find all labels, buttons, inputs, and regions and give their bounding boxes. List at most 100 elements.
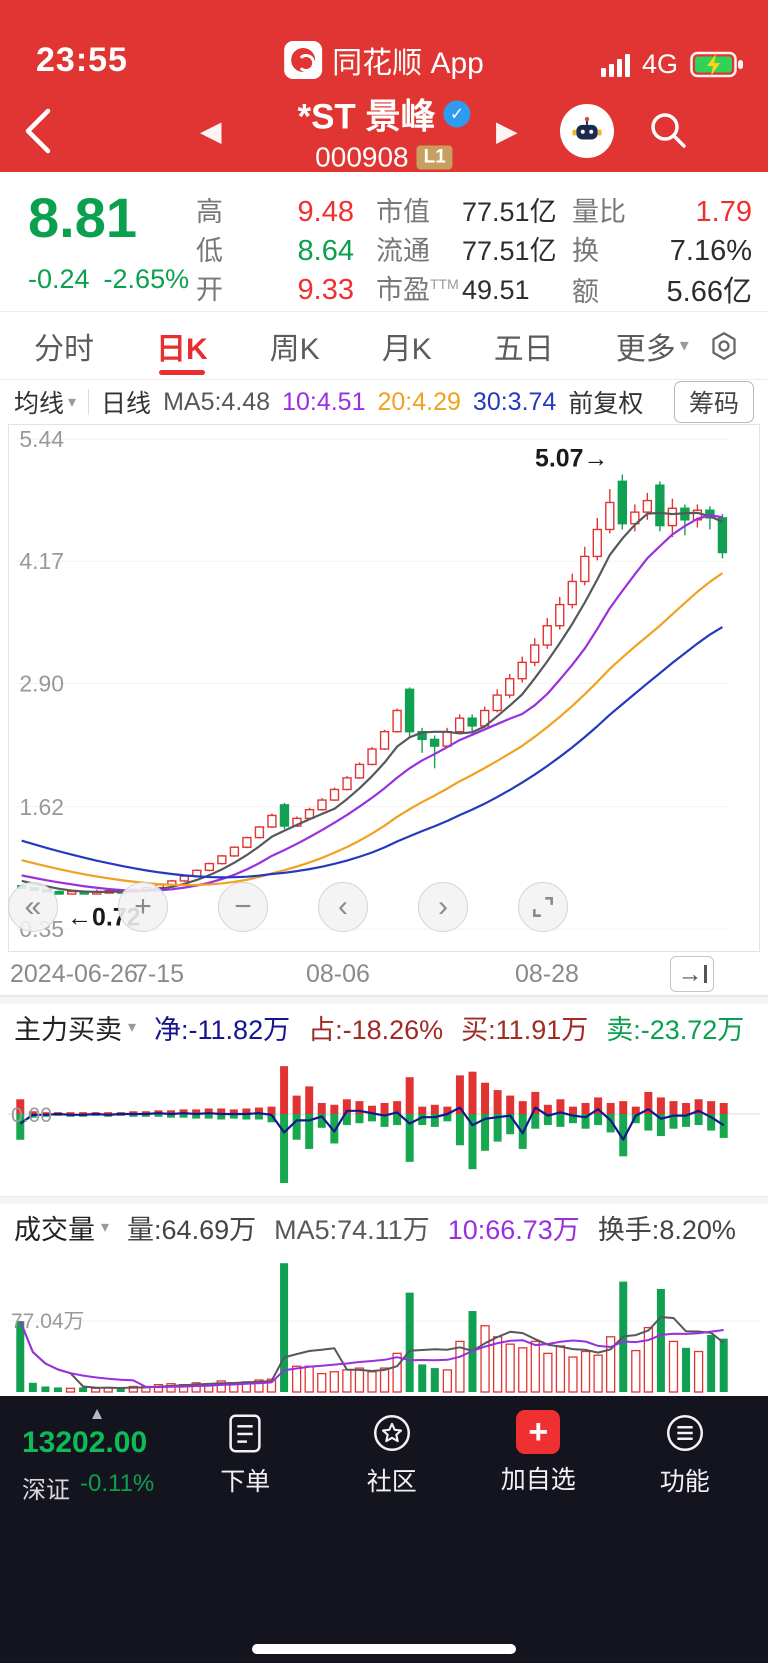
kline-chart-area[interactable]: 5.444.172.901.620.355.07→←0.72 « + − ‹ › [0, 424, 768, 952]
open-label: 开 [196, 275, 223, 305]
volratio-value: 1.79 [695, 196, 752, 228]
svg-text:2.90: 2.90 [19, 671, 64, 697]
features-menu-icon [666, 1414, 703, 1452]
robot-icon [572, 116, 602, 140]
fullscreen-icon [533, 897, 553, 917]
expand-caret-icon[interactable]: ▲ [88, 1404, 106, 1423]
nav-item-add-watchlist[interactable]: + 加自选 [465, 1406, 612, 1663]
chip-distribution-button[interactable]: 筹码 [673, 381, 754, 423]
price-change: -0.24 [28, 264, 90, 294]
last-price: 8.81 [28, 186, 137, 249]
bottom-nav: ▲ 13202.00 深证 -0.11% 下单 社区 + [0, 1396, 768, 1663]
ma-toolbar: 均线 ▾ 日线 MA5:4.48 10:4.51 20:4.29 30:3.74… [0, 380, 768, 424]
period-tabs: 分时 日K 周K 月K 五日 更多 ▾ [0, 312, 768, 380]
ratio-column: 量比 1.79 换 7.16% 额 5.66亿 [572, 188, 752, 308]
clock: 23:55 [36, 41, 128, 79]
sell-flow-value: 卖:-23.72万 [606, 1014, 745, 1045]
cap-column: 市值 77.51亿 流通 77.51亿 市盈TTM 49.51 [376, 188, 572, 305]
marketcap-label: 市值 [376, 197, 430, 227]
x-tick-1: 7-15 [134, 960, 185, 988]
signal-bars-icon [600, 53, 630, 77]
step-forward-button[interactable]: › [418, 882, 468, 932]
price-change-pct: -2.65% [103, 264, 190, 294]
volume-panel: 成交量 ▾ 量:64.69万 MA5:74.11万 10:66.73万 换手:8… [0, 1204, 768, 1396]
next-stock-button[interactable]: ▶ [496, 115, 518, 147]
stock-name: *ST 景峰 [297, 97, 436, 137]
home-indicator[interactable] [252, 1644, 516, 1654]
period-label: 日线 [101, 390, 152, 418]
step-back-button[interactable]: ‹ [318, 882, 368, 932]
flow-ratio-value: 占:-18.26% [308, 1014, 444, 1045]
zoom-in-button[interactable]: + [118, 882, 168, 932]
high-label: 高 [196, 197, 223, 227]
ohl-column: 高 9.48 低 8.64 开 9.33 [196, 188, 354, 306]
app-banner[interactable]: 同花顺 App [284, 38, 484, 82]
volume-ma5-value: MA5:74.11万 [274, 1214, 430, 1245]
add-watchlist-plus-icon: + [516, 1410, 561, 1454]
float-value: 77.51亿 [462, 236, 557, 266]
status-indicators: 4G [600, 49, 746, 80]
nav-item-features[interactable]: 功能 [612, 1406, 759, 1663]
turnover-rate-value: 换手:8.20% [597, 1214, 736, 1245]
quote-panel: 8.81 -0.24 -2.65% 高 9.48 低 8.64 开 9.33 市值 77… [0, 172, 768, 312]
tab-minute[interactable]: 分时 [34, 332, 94, 366]
index-widget[interactable]: ▲ 13202.00 深证 -0.11% [14, 1404, 172, 1663]
x-tick-3: 08-28 [515, 960, 579, 988]
fullscreen-button[interactable] [518, 882, 568, 932]
svg-text:5.07→: 5.07→ [535, 445, 608, 473]
volume-chart[interactable]: 77.04万 [8, 1250, 760, 1396]
last-price-block: 8.81 -0.24 -2.65% [28, 188, 196, 303]
kline-chart[interactable]: 5.444.172.901.620.355.07→←0.72 [8, 424, 760, 952]
community-star-icon [373, 1414, 410, 1452]
x-axis: 2024-06-26 7-15 08-06 08-28 → [0, 952, 768, 996]
caret-down-icon: ▾ [679, 335, 689, 355]
ma20-value: 20:4.29 [377, 387, 461, 416]
index-name: 深证 [22, 1477, 70, 1504]
volume-dropdown[interactable]: 成交量 ▾ [14, 1214, 110, 1245]
status-bar: 23:55 同花顺 App 4G [0, 0, 768, 90]
divider [88, 389, 90, 415]
tab-weekly-k[interactable]: 周K [269, 332, 320, 366]
tab-daily-k[interactable]: 日K [156, 312, 208, 379]
level1-badge: L1 [416, 145, 453, 170]
nav-item-order[interactable]: 下单 [172, 1406, 319, 1663]
volume-ma10-value: 10:66.73万 [447, 1214, 580, 1245]
main-force-chart[interactable]: 0.00 [8, 1050, 760, 1196]
pe-ttm-sup: TTM [430, 276, 459, 292]
nav-item-community[interactable]: 社区 [319, 1406, 466, 1663]
svg-text:5.44: 5.44 [19, 426, 64, 452]
adjust-mode-button[interactable]: 前复权 [568, 390, 644, 418]
volume-value: 量:64.69万 [127, 1214, 257, 1245]
tab-more[interactable]: 更多 ▾ [615, 332, 689, 366]
ai-assistant-button[interactable] [560, 104, 614, 158]
search-button[interactable] [642, 104, 696, 158]
index-value: 13202.00 [22, 1426, 148, 1459]
stock-title-block: *ST 景峰 ✓ 000908 L1 [297, 89, 471, 174]
ma-dropdown[interactable]: 均线 ▾ [14, 390, 77, 418]
net-flow-value: 净:-11.82万 [154, 1014, 291, 1045]
jump-to-latest-button[interactable]: → [670, 956, 714, 992]
ma30-value: 30:3.74 [472, 387, 557, 416]
chart-settings-gear-icon[interactable] [706, 328, 742, 364]
section-divider [0, 996, 768, 1004]
ma5-value: MA5:4.48 [163, 387, 271, 416]
svg-text:77.04万: 77.04万 [11, 1310, 85, 1333]
main-force-dropdown[interactable]: 主力买卖 ▾ [14, 1014, 137, 1045]
tab-monthly-k[interactable]: 月K [381, 332, 432, 366]
pan-left-button[interactable]: « [8, 882, 58, 932]
buy-flow-value: 买:11.91万 [461, 1014, 589, 1045]
app-banner-label: 同花顺 App [332, 47, 484, 80]
zoom-out-button[interactable]: − [218, 882, 268, 932]
svg-text:1.62: 1.62 [19, 794, 64, 820]
order-form-icon [229, 1414, 261, 1453]
tab-five-day[interactable]: 五日 [493, 332, 554, 366]
prev-stock-button[interactable]: ◀ [200, 115, 222, 147]
low-label: 低 [196, 236, 223, 266]
back-button[interactable] [14, 101, 70, 161]
nav-header: ◀ *ST 景峰 ✓ 000908 L1 ▶ [0, 89, 768, 174]
ma10-value: 10:4.51 [282, 387, 366, 416]
network-type: 4G [641, 49, 678, 79]
main-force-panel: 主力买卖 ▾ 净:-11.82万 占:-18.26% 买:11.91万 卖:-2… [0, 1004, 768, 1196]
ths-app-icon [284, 41, 323, 79]
